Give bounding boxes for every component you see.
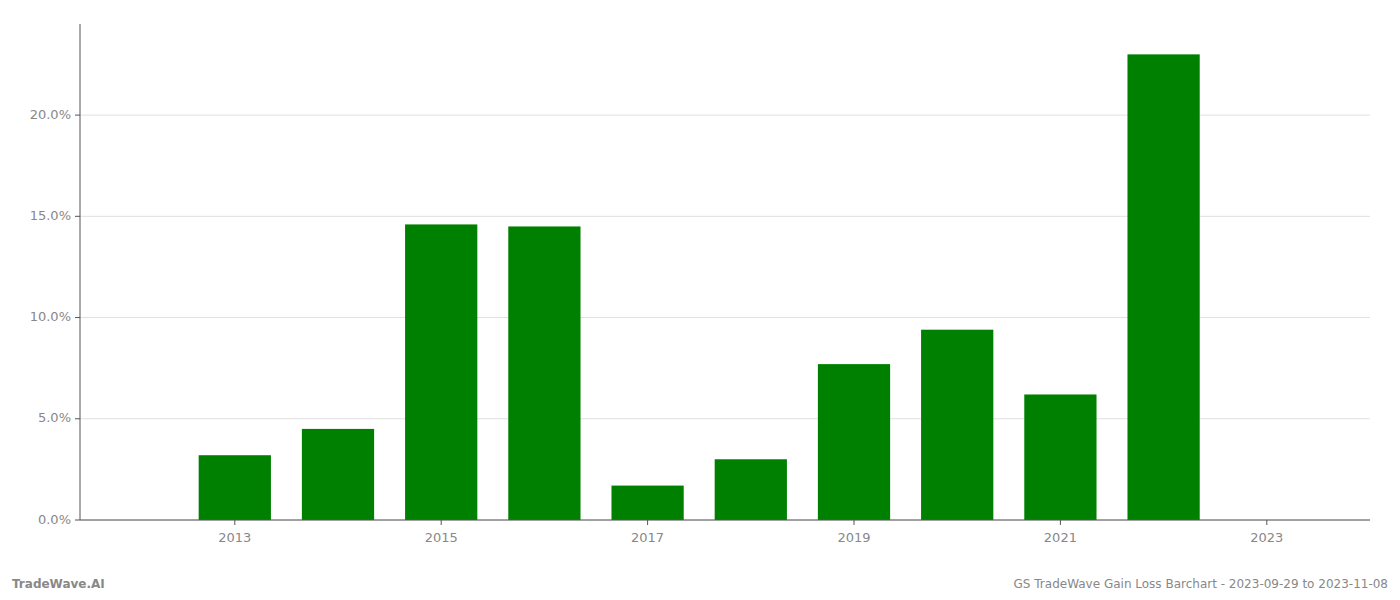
x-tick	[234, 520, 235, 525]
y-tick	[75, 317, 80, 318]
y-tick-label: 10.0%	[30, 309, 71, 324]
bar	[818, 364, 890, 520]
bar	[302, 429, 374, 520]
bar	[199, 455, 271, 520]
bar	[611, 486, 683, 520]
y-axis-line	[80, 24, 81, 520]
x-tick	[854, 520, 855, 525]
bar	[508, 226, 580, 520]
y-tick-label: 20.0%	[30, 107, 71, 122]
bar	[405, 224, 477, 520]
y-tick-label: 15.0%	[30, 208, 71, 223]
x-tick-label: 2015	[425, 530, 458, 545]
grid-line	[80, 520, 1370, 521]
bar	[1127, 54, 1199, 520]
x-tick-label: 2019	[837, 530, 870, 545]
y-tick	[75, 418, 80, 419]
axes: 0.0% 5.0% 10.0% 15.0% 20.0% 2013 2015 2017 2019 2…	[30, 24, 1370, 545]
y-tick	[75, 520, 80, 521]
x-tick	[441, 520, 442, 525]
x-tick	[1266, 520, 1267, 525]
bar	[1024, 394, 1096, 520]
x-tick-label: 2013	[218, 530, 251, 545]
footer-text: GS TradeWave Gain Loss Barchart - 2023-0…	[1014, 577, 1388, 591]
footer-text: TradeWave.AI	[12, 577, 105, 591]
bar	[921, 330, 993, 520]
bars	[199, 54, 1200, 520]
x-tick-label: 2017	[631, 530, 664, 545]
x-axis-line	[80, 520, 1370, 521]
background	[0, 0, 1400, 600]
x-tick-label: 2021	[1044, 530, 1077, 545]
y-tick-label: 0.0%	[38, 512, 71, 527]
chart: 0.0% 5.0% 10.0% 15.0% 20.0% 2013 2015 2017 2019 2…	[0, 0, 1400, 600]
x-tick-label: 2023	[1250, 530, 1283, 545]
x-tick	[1060, 520, 1061, 525]
y-tick-label: 5.0%	[38, 410, 71, 425]
bar	[715, 459, 787, 520]
y-tick	[75, 216, 80, 217]
x-tick	[647, 520, 648, 525]
y-tick	[75, 115, 80, 116]
